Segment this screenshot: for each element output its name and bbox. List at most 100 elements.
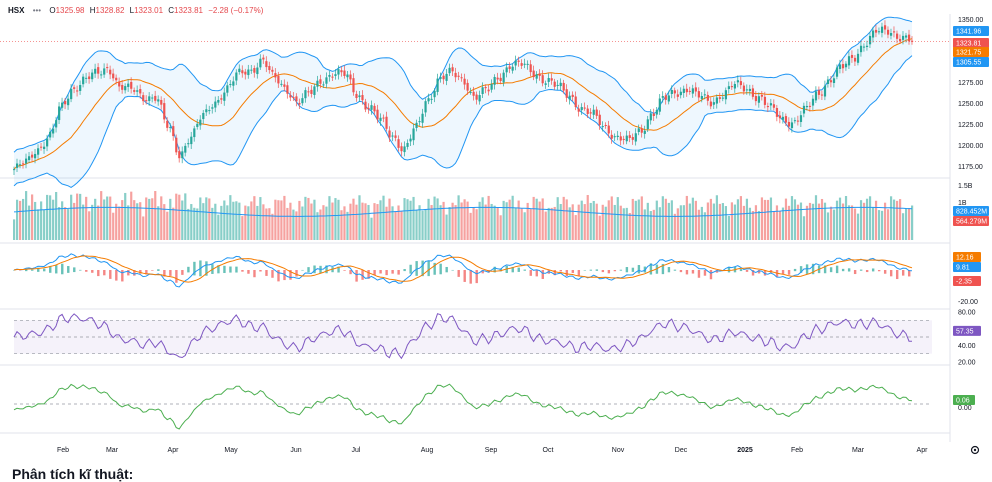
candle-body xyxy=(829,80,833,83)
candle-body xyxy=(628,135,631,138)
symbol-name[interactable]: HSX xyxy=(8,6,25,15)
macd-hist-bar xyxy=(877,270,881,272)
candle-body xyxy=(787,121,791,127)
volume-bar xyxy=(541,198,544,240)
volume-bar xyxy=(415,209,418,240)
time-axis-label: Oct xyxy=(543,447,554,454)
volume-bar xyxy=(634,200,637,240)
candle-body xyxy=(607,125,610,134)
candle-body xyxy=(886,29,890,35)
volume-bar xyxy=(205,197,208,240)
volume-bar xyxy=(61,201,64,240)
volume-bar xyxy=(238,202,241,240)
volume-bar xyxy=(382,195,385,240)
volume-bar xyxy=(214,203,217,240)
candle-body xyxy=(529,64,532,73)
candle-body xyxy=(235,72,238,81)
volume-bar xyxy=(124,192,127,240)
macd-hist-bar xyxy=(709,270,713,280)
volume-bar xyxy=(97,205,100,240)
macd-hist-bar xyxy=(31,269,34,271)
candle-body xyxy=(640,128,643,133)
macd-hist-bar xyxy=(475,270,478,284)
volume-bar xyxy=(745,198,749,240)
macd-hist-bar xyxy=(121,270,124,282)
candle-body xyxy=(322,84,325,86)
volume-marker-tag xyxy=(953,216,989,226)
candle-body xyxy=(475,94,478,100)
macd-line xyxy=(13,253,913,288)
volume-bar xyxy=(562,196,565,240)
macd-hist-bar xyxy=(49,266,52,273)
candle-body xyxy=(757,96,761,103)
candle-body xyxy=(364,101,367,110)
candle-body xyxy=(547,77,550,82)
volume-bar xyxy=(844,196,848,240)
macd-hist-bar xyxy=(859,269,863,271)
volume-bar xyxy=(862,202,866,240)
gear-icon[interactable] xyxy=(970,445,980,455)
volume-bar xyxy=(241,216,244,240)
price-marker-tag xyxy=(953,57,989,67)
gear-icon-hub xyxy=(973,448,977,452)
candle-body xyxy=(457,75,460,77)
volume-bar xyxy=(64,207,67,240)
candle-body xyxy=(109,69,112,75)
volume-bar xyxy=(751,211,755,240)
candle-body xyxy=(337,69,340,75)
candle-body xyxy=(127,83,130,87)
volume-bar xyxy=(37,209,40,240)
volume-bar xyxy=(442,201,445,240)
candle-body xyxy=(889,33,893,36)
volume-bar xyxy=(295,211,298,240)
macd-hist-bar xyxy=(181,270,184,275)
volume-bar xyxy=(778,210,782,240)
time-axis-label: Apr xyxy=(917,447,929,454)
volume-bar xyxy=(277,200,280,240)
candle-body xyxy=(487,89,490,92)
candle-body xyxy=(211,107,214,109)
macd-hist-bar xyxy=(649,263,653,275)
candle-body xyxy=(262,57,265,60)
candle-body xyxy=(911,40,914,42)
volume-bar xyxy=(592,200,595,240)
volume-bar xyxy=(739,196,743,240)
volume-bar xyxy=(166,211,169,240)
volume-bar xyxy=(616,197,619,240)
macd-hist-bar xyxy=(127,270,130,276)
macd-hist-bar xyxy=(313,265,316,274)
volume-bar xyxy=(289,202,292,240)
volume-bar xyxy=(685,195,688,240)
volume-bar xyxy=(697,209,700,240)
volume-bar xyxy=(40,201,43,240)
volume-bar xyxy=(613,204,616,240)
volume-bar xyxy=(445,214,448,240)
candle-body xyxy=(745,89,749,91)
volume-bar xyxy=(865,198,869,240)
volume-bar xyxy=(88,211,91,240)
volume-bar xyxy=(247,206,250,240)
volume-bar xyxy=(316,212,319,240)
macd-hist-bar xyxy=(67,266,70,273)
candle-body xyxy=(328,75,331,77)
candle-body xyxy=(724,90,727,100)
volume-bar xyxy=(13,219,16,240)
macd-hist-bar xyxy=(889,270,893,277)
low-label: L xyxy=(129,6,135,15)
macd-hist-bar xyxy=(697,270,701,278)
time-axis-label: Nov xyxy=(612,447,625,454)
candle-body xyxy=(733,83,737,89)
volume-bar xyxy=(145,197,148,240)
candle-body xyxy=(259,58,262,68)
candle-body xyxy=(424,101,427,113)
candle-body xyxy=(682,88,685,93)
low-value: 1323.01 xyxy=(134,6,164,15)
more-dots-icon[interactable]: ••• xyxy=(32,6,42,15)
time-axis-label: Mar xyxy=(852,447,865,454)
price-marker-tag xyxy=(953,26,989,36)
volume-bar xyxy=(826,212,830,240)
volume-bar xyxy=(859,200,863,240)
volume-bar xyxy=(448,207,451,240)
macd-hist-bar xyxy=(787,270,791,275)
